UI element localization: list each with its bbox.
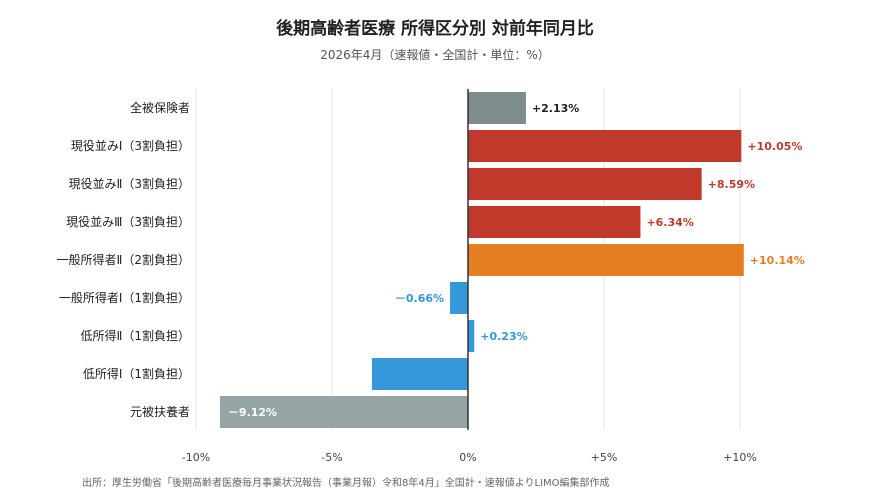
bar-chart: 全被保険者 +2.13% 現役並みⅠ（3割負担） +10.05% 現役並みⅡ（3割負担）…: [56, 89, 805, 464]
value-label: +0.23%: [480, 330, 527, 343]
category-label: 全被保険者: [130, 100, 190, 115]
bar: [468, 320, 475, 352]
value-label: +10.05%: [747, 140, 802, 153]
category-label: 現役並みⅢ（3割負担）: [66, 214, 190, 229]
category-label: 低所得Ⅰ（1割負担）: [83, 366, 190, 381]
bar: [468, 206, 641, 238]
category-label: 元被扶養者: [130, 404, 190, 419]
category-label: 一般所得者Ⅱ（2割負担）: [56, 252, 190, 267]
x-tick-label: -5%: [321, 451, 342, 464]
value-label: －0.66%: [395, 292, 444, 305]
chart-title: 後期高齢者医療 所得区分別 対前年同月比: [276, 19, 594, 39]
bar: [468, 130, 742, 162]
chart-subtitle: 2026年4月（速報値・全国計・単位：%）: [320, 48, 550, 62]
value-label: +8.59%: [708, 178, 755, 191]
bar: [450, 282, 468, 314]
category-label: 現役並みⅡ（3割負担）: [68, 176, 190, 191]
value-label: +6.34%: [646, 216, 693, 229]
source-note: 出所：厚生労働省「後期高齢者医療毎月事業状況報告（事業月報）令和8年4月」全国計…: [82, 478, 610, 489]
bar: [219, 396, 468, 428]
value-label: －9.12%: [228, 406, 277, 419]
value-label: +10.14%: [750, 254, 805, 267]
category-label: 低所得Ⅱ（1割負担）: [80, 328, 190, 343]
x-tick-label: -10%: [182, 451, 210, 464]
x-tick-label: +10%: [723, 451, 757, 464]
bar: [371, 358, 468, 390]
category-label: 現役並みⅠ（3割負担）: [71, 138, 190, 153]
value-label: －3.53%: [380, 368, 429, 381]
bar: [468, 168, 702, 200]
value-label: +2.13%: [532, 102, 579, 115]
x-tick-label: +5%: [591, 451, 618, 464]
x-tick-label: 0%: [459, 451, 476, 464]
bar: [468, 244, 744, 276]
bar: [468, 92, 526, 124]
category-label: 一般所得者Ⅰ（1割負担）: [59, 290, 190, 305]
